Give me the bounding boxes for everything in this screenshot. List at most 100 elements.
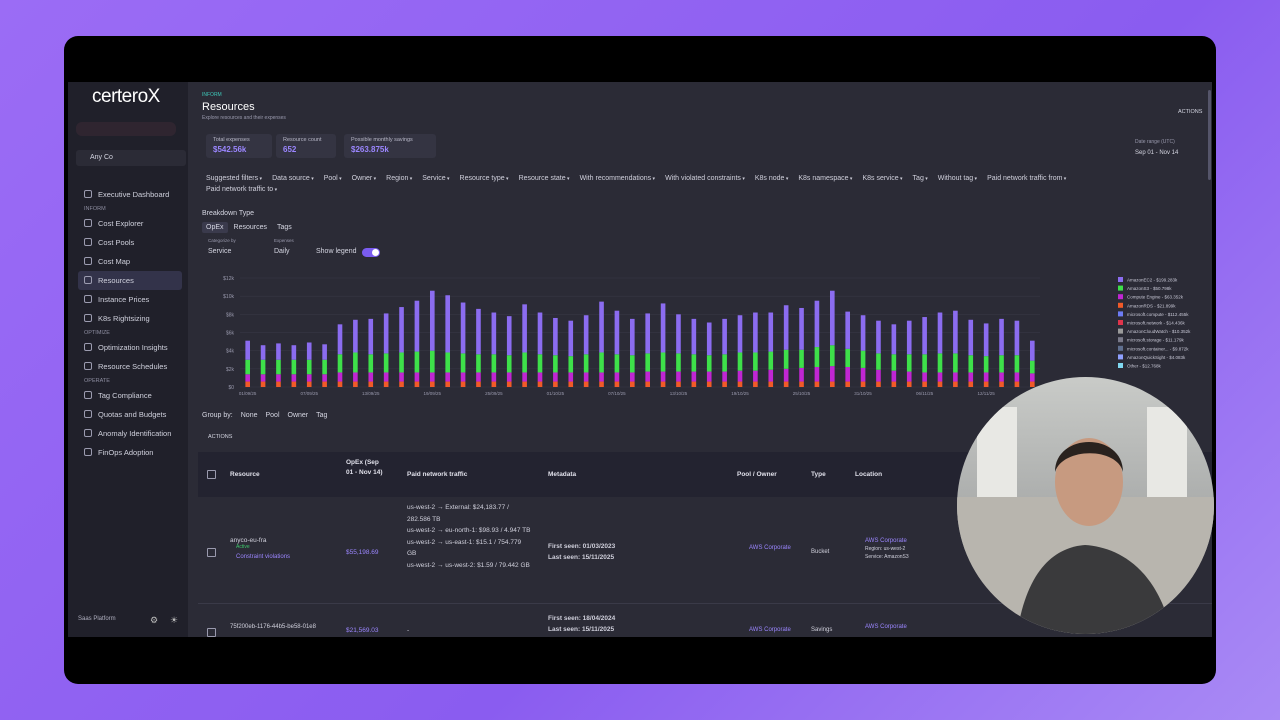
bar-segment [830,366,835,382]
checkbox[interactable] [207,628,216,637]
expenses-select[interactable]: Daily [274,248,290,255]
bar-segment [860,315,866,351]
bar-segment [660,381,666,387]
nav-item[interactable]: Cost Pools [78,233,182,252]
bar-segment [906,381,912,387]
nav-item[interactable]: Resource Schedules [78,357,182,376]
nav-item[interactable]: Resources [78,271,182,290]
column-header[interactable]: Paid network traffic [407,471,468,478]
filter[interactable]: Owner [352,175,377,182]
bar-segment [906,371,912,382]
column-header[interactable]: Type [811,471,826,478]
group-by-option[interactable]: Tag [316,412,328,419]
filter[interactable]: Without tag [938,175,977,182]
actions-button[interactable]: ACTIONS [1178,109,1203,115]
nav-item[interactable]: Tag Compliance [78,386,182,405]
bar-segment [999,372,1004,382]
nav-item[interactable]: FinOps Adoption [78,443,182,462]
theme-icon[interactable]: ☀ [170,615,179,625]
tab[interactable]: OpEx [202,222,228,233]
filter[interactable]: Region [386,175,412,182]
nav-item[interactable]: K8s Rightsizing [78,309,182,328]
nav-item[interactable]: Cost Map [78,252,182,271]
bar-segment [522,352,527,373]
nav-item[interactable]: Executive Dashboard [78,185,182,204]
location-line[interactable]: AWS Corporate [865,538,907,544]
resource-name[interactable]: anyco-eu-fra [230,537,267,544]
column-header[interactable]: Resource [230,471,260,478]
bar-segment [430,350,435,373]
checkbox[interactable] [207,548,216,557]
org-select[interactable]: Any Co [76,150,186,166]
legend-label: Other - $12.768k [1127,364,1162,369]
column-header[interactable]: Metadata [548,471,577,478]
bar-segment [260,381,266,387]
bar-segment [860,350,866,368]
nav-item[interactable]: Anomaly Identification [78,424,182,443]
bar-segment [276,374,281,382]
nav-item[interactable]: Instance Prices [78,290,182,309]
scrollbar[interactable] [1208,90,1211,180]
filter[interactable]: With violated constraints [665,175,745,182]
legend-swatch [1118,294,1123,300]
filter[interactable]: Paid network traffic to [206,186,277,193]
bar-segment [691,318,697,355]
location[interactable]: AWS Corporate [865,624,907,630]
bar-segment [537,354,543,373]
group-by-option[interactable]: None [240,412,258,419]
categorize-select[interactable]: Service [208,248,232,255]
column-header[interactable]: Location [855,471,883,478]
filter[interactable]: With recommendations [580,175,656,182]
group-by: Group by: None Pool Owner Tag [202,412,327,419]
filter[interactable]: Suggested filters [206,175,262,182]
resource-name[interactable]: 75f200eb-1176-44b5-be58-01e8 [230,624,316,630]
bar-segment [799,307,804,350]
x-tick-label: 06/11/25 [916,391,934,396]
nav-item[interactable]: Optimization Insights [78,338,182,357]
bar-segment [706,355,712,372]
checkbox[interactable] [207,470,216,479]
bar-segment [399,381,404,387]
filter[interactable]: Pool [324,175,342,182]
filter[interactable]: Resource type [460,175,509,182]
legend-toggle[interactable] [362,248,380,257]
traffic-line: us-west-2 → External: $24,183.77 / 282.5… [407,504,509,523]
bar-segment [460,381,466,387]
bar-segment [337,372,343,382]
pool[interactable]: AWS Corporate [749,545,791,551]
breadcrumb[interactable]: INFORM [202,92,222,98]
filter[interactable]: Tag [913,175,928,182]
filter[interactable]: Resource state [519,175,570,182]
chart: $0 $2k $4k $6k $8k $10k $12k 01/09/25 07/09/25 13… [223,276,1191,396]
settings-icon[interactable]: ⚙ [150,615,159,625]
bar-segment [830,290,835,346]
tab[interactable]: Resources [233,224,267,231]
bar-segment [430,372,435,382]
nav-item[interactable]: Quotas and Budgets [78,405,182,424]
group-by-option[interactable]: Owner [287,412,309,419]
x-tick-label: 13/09/25 [362,391,380,396]
group-by-option[interactable]: Pool [265,412,280,419]
bar-segment [1014,355,1020,373]
bar-segment [306,381,312,387]
bar-segment [676,353,681,372]
tab[interactable]: Tags [276,224,292,231]
date-range[interactable]: Sep 01 - Nov 14 [1135,150,1179,156]
page-title: Resources [202,101,255,113]
table-actions[interactable]: ACTIONS [208,434,233,440]
filter[interactable]: K8s node [755,175,789,182]
filter[interactable]: K8s namespace [798,175,852,182]
bar-segment [430,381,435,387]
legend-swatch [1118,354,1123,360]
filter[interactable]: Paid network traffic from [987,175,1066,182]
column-header[interactable]: OpEx (Sep 01 - Nov 14) [346,459,383,476]
bar-segment [553,317,558,356]
column-header[interactable]: Pool / Owner [737,471,777,478]
flag[interactable]: Constraint violations [236,554,291,560]
pool[interactable]: AWS Corporate [749,627,791,633]
filter[interactable]: Service [422,175,449,182]
nav-item[interactable]: Cost Explorer [78,214,182,233]
footer[interactable]: Saas Platform [78,616,116,622]
filter[interactable]: K8s service [862,175,902,182]
filter[interactable]: Data source [272,175,314,182]
